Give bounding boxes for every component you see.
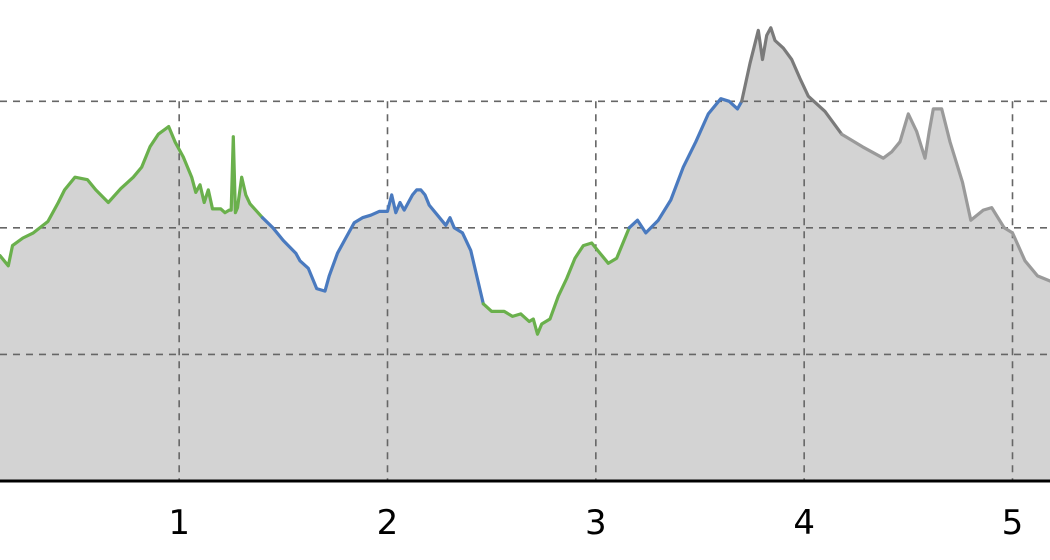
series-segment-line bbox=[481, 226, 631, 336]
series-line-layer bbox=[0, 26, 1050, 336]
series-segment-line bbox=[740, 26, 844, 136]
series-segment-line bbox=[0, 124, 265, 268]
series-segment-line bbox=[627, 97, 744, 235]
x-tick-label: 3 bbox=[585, 503, 607, 543]
area-fill bbox=[0, 27, 1050, 482]
x-tick-label-layer: 1 2 3 4 5 bbox=[168, 503, 1023, 543]
series-segment-line bbox=[260, 188, 485, 306]
x-tick-label: 1 bbox=[168, 503, 190, 543]
x-tick-label: 4 bbox=[793, 503, 815, 543]
x-tick-label: 5 bbox=[1002, 503, 1024, 543]
series-segment-line bbox=[840, 107, 1050, 283]
area-fill-layer bbox=[0, 27, 1050, 482]
x-tick-label: 2 bbox=[377, 503, 399, 543]
grid-layer bbox=[0, 100, 1050, 481]
